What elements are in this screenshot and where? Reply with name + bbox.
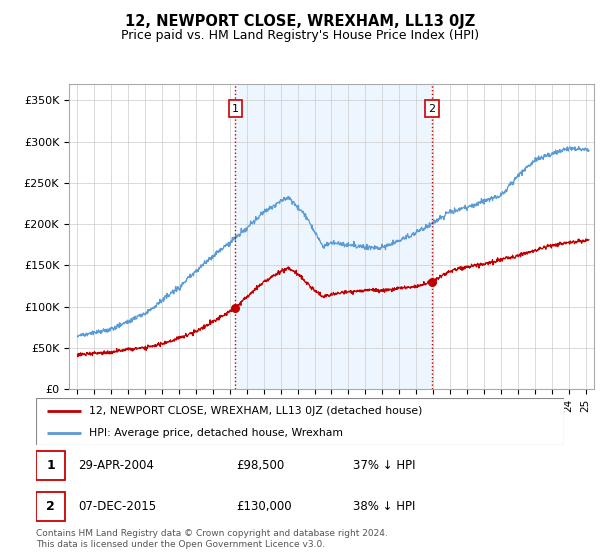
Text: 29-APR-2004: 29-APR-2004 [78, 459, 154, 472]
Bar [36, 451, 65, 480]
Text: 37% ↓ HPI: 37% ↓ HPI [353, 459, 415, 472]
Text: Contains HM Land Registry data © Crown copyright and database right 2024.
This d: Contains HM Land Registry data © Crown c… [36, 529, 388, 549]
Bar [36, 492, 65, 521]
Text: HPI: Average price, detached house, Wrexham: HPI: Average price, detached house, Wrex… [89, 428, 343, 438]
Text: 12, NEWPORT CLOSE, WREXHAM, LL13 0JZ (detached house): 12, NEWPORT CLOSE, WREXHAM, LL13 0JZ (de… [89, 406, 422, 416]
Text: Price paid vs. HM Land Registry's House Price Index (HPI): Price paid vs. HM Land Registry's House … [121, 29, 479, 42]
Text: 12, NEWPORT CLOSE, WREXHAM, LL13 0JZ: 12, NEWPORT CLOSE, WREXHAM, LL13 0JZ [125, 14, 475, 29]
Bar [235, 84, 432, 389]
Text: 1: 1 [46, 459, 55, 472]
Text: 07-DEC-2015: 07-DEC-2015 [78, 500, 157, 513]
Text: 2: 2 [46, 500, 55, 513]
Text: 1: 1 [232, 104, 239, 114]
Text: £130,000: £130,000 [236, 500, 292, 513]
Text: 2: 2 [428, 104, 436, 114]
Text: 38% ↓ HPI: 38% ↓ HPI [353, 500, 415, 513]
Text: £98,500: £98,500 [236, 459, 285, 472]
